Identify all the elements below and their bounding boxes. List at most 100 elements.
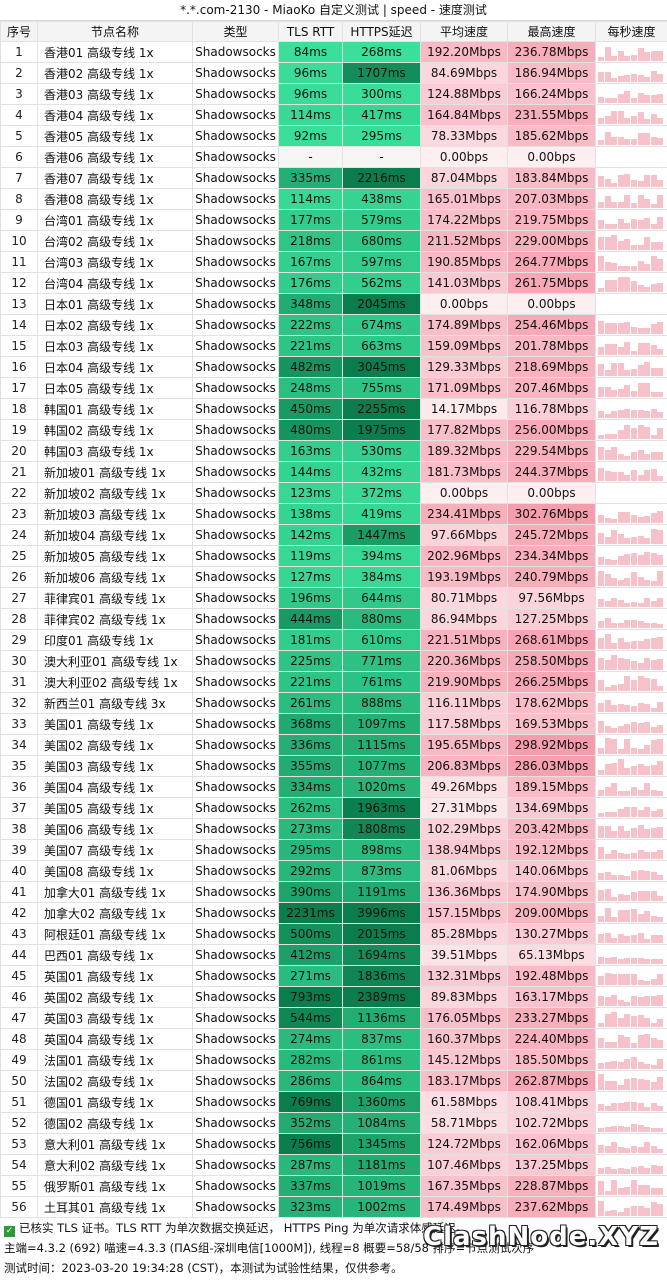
tls-rtt: 273ms xyxy=(278,818,343,841)
per-second-speed-sparkline xyxy=(595,839,667,862)
sparkline-bar xyxy=(624,538,631,545)
sparkline-bar xyxy=(657,180,664,188)
sparkline-bar xyxy=(637,577,644,587)
sparkline-bar xyxy=(598,364,604,377)
per-second-speed-sparkline xyxy=(595,356,667,379)
row-index: 27 xyxy=(0,587,38,610)
sparkline-bar xyxy=(611,434,618,440)
https-latency: 1963ms xyxy=(342,797,421,820)
tls-rtt: - xyxy=(278,146,343,169)
https-latency: 880ms xyxy=(342,608,421,631)
sparkline-bar xyxy=(631,470,637,482)
node-name: 新加坡03 高级专线 1x xyxy=(37,503,193,526)
node-name: 新加坡06 高级专线 1x xyxy=(37,566,193,589)
sparkline-bar xyxy=(611,1169,618,1175)
tls-rtt: 793ms xyxy=(278,986,343,1009)
sparkline-bar xyxy=(624,1208,631,1217)
max-speed: 266.25Mbps xyxy=(507,671,596,694)
sparkline-bar xyxy=(631,537,637,545)
row-index: 22 xyxy=(0,482,38,505)
table-row: 7 香港07 高级专线 1x Shadowsocks 335ms 2216ms 87.04… xyxy=(0,167,667,190)
node-name: 菲律宾02 高级专线 1x xyxy=(37,608,193,631)
per-second-speed-sparkline xyxy=(595,755,667,778)
row-index: 51 xyxy=(0,1091,38,1114)
https-latency: 2045ms xyxy=(342,293,421,316)
row-index: 29 xyxy=(0,629,38,652)
node-name: 美国01 高级专线 1x xyxy=(37,713,193,736)
max-speed: 186.94Mbps xyxy=(507,62,596,85)
table-row: 22 新加坡02 高级专线 1x Shadowsocks 123ms 372ms 0.00… xyxy=(0,482,667,505)
sparkline-bar xyxy=(604,826,611,839)
sparkline-bar xyxy=(657,368,664,377)
sparkline-bar xyxy=(611,411,618,419)
sparkline-bar xyxy=(631,748,637,755)
sparkline-bar xyxy=(617,430,624,440)
table-row: 19 韩国02 高级专线 1x Shadowsocks 480ms 1975ms 177.… xyxy=(0,419,667,442)
sparkline-bar xyxy=(657,725,664,734)
node-type: Shadowsocks xyxy=(192,713,279,736)
sparkline-bar xyxy=(604,1081,611,1091)
sparkline-bar xyxy=(631,203,637,209)
https-latency: 372ms xyxy=(342,482,421,505)
table-row: 2 香港02 高级专线 1x Shadowsocks 96ms 1707ms 84.69M… xyxy=(0,62,667,85)
table-row: 35 美国03 高级专线 1x Shadowsocks 355ms 1077ms 206.… xyxy=(0,755,667,778)
per-second-speed-sparkline xyxy=(595,524,667,547)
node-name: 英国02 高级专线 1x xyxy=(37,986,193,1009)
node-type: Shadowsocks xyxy=(192,986,279,1009)
sparkline-bar xyxy=(624,807,631,818)
sparkline-bar xyxy=(650,469,657,482)
sparkline-bar xyxy=(611,447,618,461)
avg-speed: 141.03Mbps xyxy=(420,272,508,295)
sparkline-bar xyxy=(617,759,624,776)
sparkline-bar xyxy=(657,242,664,251)
node-name: 日本04 高级专线 1x xyxy=(37,356,193,379)
sparkline-bar xyxy=(598,770,604,776)
https-latency: 1136ms xyxy=(342,1007,421,1030)
table-row: 1 香港01 高级专线 1x Shadowsocks 84ms 268ms 192.20M… xyxy=(0,41,667,64)
max-speed: 185.50Mbps xyxy=(507,1049,596,1072)
node-type: Shadowsocks xyxy=(192,965,279,988)
sparkline-bar xyxy=(644,1080,651,1091)
per-second-speed-sparkline xyxy=(595,902,667,925)
node-type: Shadowsocks xyxy=(192,1133,279,1156)
node-type: Shadowsocks xyxy=(192,671,279,694)
sparkline-bar xyxy=(604,414,611,419)
https-latency: 1694ms xyxy=(342,944,421,967)
row-index: 6 xyxy=(0,146,38,169)
per-second-speed-sparkline xyxy=(595,461,667,484)
sparkline-bar xyxy=(598,347,604,356)
sparkline-bar xyxy=(604,116,611,125)
per-second-speed-sparkline xyxy=(595,293,667,316)
sparkline-bar xyxy=(598,557,604,566)
sparkline-bar xyxy=(624,910,631,923)
sparkline-bar xyxy=(637,850,644,860)
sparkline-bar xyxy=(657,530,664,545)
sparkline-bar xyxy=(611,1126,618,1133)
sparkline-bar xyxy=(650,623,657,629)
sparkline-bar xyxy=(657,322,664,335)
https-latency: 755ms xyxy=(342,377,421,400)
sparkline-bar xyxy=(650,708,657,713)
avg-speed: 181.73Mbps xyxy=(420,461,508,484)
per-second-speed-sparkline xyxy=(595,1175,667,1198)
sparkline-bar xyxy=(631,996,637,1007)
sparkline-bar xyxy=(631,116,637,125)
sparkline-bar xyxy=(631,1167,637,1175)
sparkline-bar xyxy=(657,412,664,419)
watermark: ClashNode.XYZ xyxy=(423,1222,659,1252)
sparkline-bar xyxy=(624,342,631,356)
sparkline-bar xyxy=(611,472,618,482)
max-speed: 189.15Mbps xyxy=(507,776,596,799)
sparkline-bar xyxy=(631,515,637,524)
sparkline-bar xyxy=(624,659,631,671)
https-latency: 562ms xyxy=(342,272,421,295)
table-row: 56 土耳其01 高级专线 1x Shadowsocks 323ms 1002ms 174… xyxy=(0,1196,667,1219)
sparkline-bar xyxy=(604,1106,611,1112)
max-speed: 218.69Mbps xyxy=(507,356,596,379)
https-latency: - xyxy=(342,146,421,169)
sparkline-bar xyxy=(598,658,604,671)
sparkline-bar xyxy=(624,578,631,587)
sparkline-bar xyxy=(644,1034,651,1049)
node-name: 台湾01 高级专线 1x xyxy=(37,209,193,232)
row-index: 3 xyxy=(0,83,38,106)
